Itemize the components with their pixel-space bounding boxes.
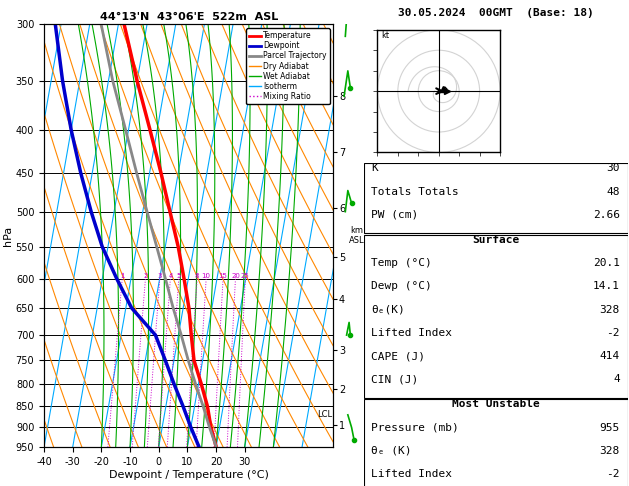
Text: 2.66: 2.66 [593,210,620,220]
Text: 20: 20 [231,273,240,278]
Text: 414: 414 [599,351,620,361]
Text: LCL: LCL [318,410,333,419]
Text: Most Unstable: Most Unstable [452,399,540,409]
Text: 955: 955 [599,423,620,433]
Text: 30.05.2024  00GMT  (Base: 18): 30.05.2024 00GMT (Base: 18) [398,8,594,18]
Bar [364,163,628,233]
Text: -2: -2 [606,469,620,479]
Text: PW (cm): PW (cm) [372,210,419,220]
X-axis label: Dewpoint / Temperature (°C): Dewpoint / Temperature (°C) [109,469,269,480]
Text: 15: 15 [219,273,228,278]
Text: 328: 328 [599,305,620,315]
Text: Temp (°C): Temp (°C) [372,258,432,268]
Text: CIN (J): CIN (J) [372,375,419,384]
Text: 14.1: 14.1 [593,281,620,292]
Text: 2: 2 [143,273,148,278]
Bar [364,235,628,398]
Text: K: K [372,163,378,174]
Text: 4: 4 [168,273,172,278]
Text: Surface: Surface [472,235,520,245]
Text: 3: 3 [158,273,162,278]
Text: 20.1: 20.1 [593,258,620,268]
Text: 25: 25 [241,273,250,278]
Text: 8: 8 [195,273,199,278]
Text: Totals Totals: Totals Totals [372,187,459,197]
Title: 44°13'N  43°06'E  522m  ASL: 44°13'N 43°06'E 522m ASL [99,12,278,22]
Y-axis label: km
ASL: km ASL [348,226,364,245]
Bar [364,399,628,486]
Text: 5: 5 [177,273,181,278]
Text: 30: 30 [606,163,620,174]
Text: Lifted Index: Lifted Index [372,328,452,338]
Text: θₑ(K): θₑ(K) [372,305,405,315]
Legend: Temperature, Dewpoint, Parcel Trajectory, Dry Adiabat, Wet Adiabat, Isotherm, Mi: Temperature, Dewpoint, Parcel Trajectory… [246,28,330,104]
Text: 48: 48 [606,187,620,197]
Text: -2: -2 [606,328,620,338]
Text: 1: 1 [120,273,125,278]
Text: kt: kt [381,31,389,40]
Text: Lifted Index: Lifted Index [372,469,452,479]
Text: θₑ (K): θₑ (K) [372,446,412,456]
Y-axis label: hPa: hPa [3,226,13,246]
Text: Dewp (°C): Dewp (°C) [372,281,432,292]
Text: CAPE (J): CAPE (J) [372,351,425,361]
Text: 328: 328 [599,446,620,456]
Text: 4: 4 [613,375,620,384]
Text: Pressure (mb): Pressure (mb) [372,423,459,433]
Text: 10: 10 [202,273,211,278]
